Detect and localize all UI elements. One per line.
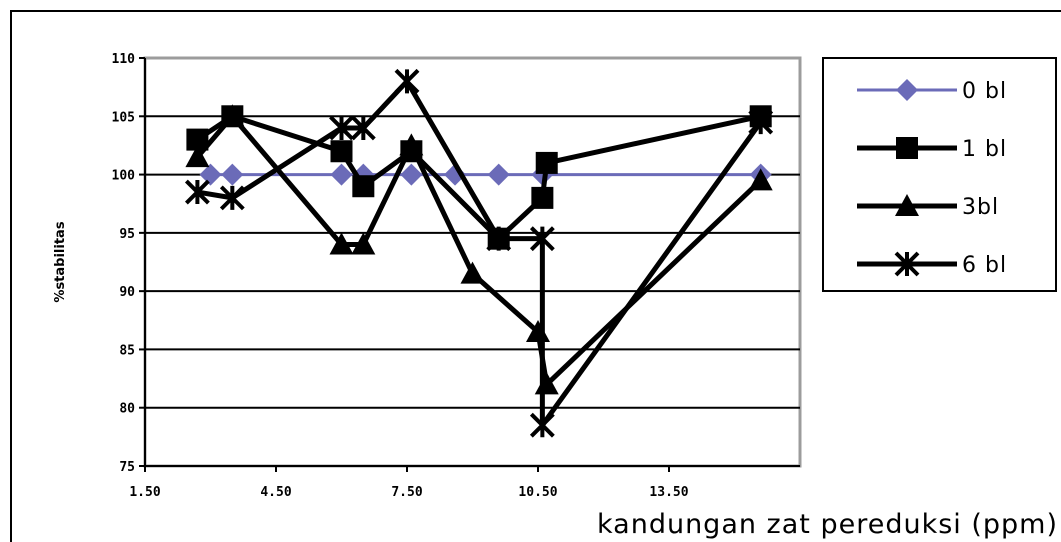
data-point xyxy=(529,412,555,438)
data-point xyxy=(399,133,424,156)
data-point xyxy=(221,163,244,186)
data-point xyxy=(330,163,353,186)
data-point xyxy=(185,145,210,168)
data-point xyxy=(220,104,245,127)
data-point xyxy=(486,226,512,252)
legend: 0 bl 1 bl 3bl 6 bl xyxy=(822,57,1057,292)
x-tick-label: 1.50 xyxy=(129,485,160,500)
data-point xyxy=(894,251,920,277)
x-tick-label: 10.50 xyxy=(518,485,557,500)
legend-label: 0 bl xyxy=(962,79,1007,104)
legend-label: 1 bl xyxy=(962,137,1007,162)
series-3 xyxy=(184,68,774,438)
data-point xyxy=(529,226,555,252)
data-point xyxy=(460,261,485,284)
data-point xyxy=(330,140,353,163)
data-point xyxy=(350,115,376,141)
data-point xyxy=(487,163,510,186)
y-tick-label: 110 xyxy=(112,52,136,67)
y-tick-labels: 75 80 85 90 95 100 105 110 xyxy=(112,52,136,475)
data-point xyxy=(351,232,376,255)
data-point xyxy=(352,175,375,198)
data-point xyxy=(896,79,918,101)
legend-item: 3bl xyxy=(857,194,999,220)
y-tick-label: 95 xyxy=(119,227,135,242)
legend-item: 1 bl xyxy=(857,137,1007,162)
data-point xyxy=(219,185,245,211)
data-point xyxy=(896,137,918,159)
y-tick-label: 80 xyxy=(119,402,135,417)
legend-box xyxy=(822,57,1057,292)
data-point xyxy=(199,163,222,186)
data-point xyxy=(531,186,554,209)
data-point xyxy=(329,232,354,255)
series-layer xyxy=(184,68,774,438)
y-tick-label: 100 xyxy=(112,169,136,184)
x-tick-label: 7.50 xyxy=(391,485,422,500)
y-axis-label: %stabilitas xyxy=(53,221,68,302)
chart-frame xyxy=(10,10,1061,542)
data-point xyxy=(895,194,919,216)
y-tick-label: 90 xyxy=(119,285,135,300)
legend-item: 0 bl xyxy=(857,79,1007,104)
x-tick-label: 4.50 xyxy=(260,485,291,500)
data-point xyxy=(329,115,354,141)
x-tick-labels: 1.50 4.50 7.50 10.50 13.50 xyxy=(129,485,688,500)
y-tick-label: 75 xyxy=(119,460,135,475)
legend-item: 6 bl xyxy=(857,251,1007,278)
y-tick-label: 85 xyxy=(119,343,135,358)
data-point xyxy=(748,109,774,135)
data-point xyxy=(400,163,423,186)
legend-label: 3bl xyxy=(962,195,999,220)
x-tick-label: 13.50 xyxy=(649,485,688,500)
data-point xyxy=(535,151,558,174)
data-point xyxy=(186,128,209,151)
x-axis-label: kandungan zat pereduksi (ppm) xyxy=(597,509,1058,540)
data-point xyxy=(748,168,773,191)
data-point xyxy=(394,68,420,94)
legend-label: 6 bl xyxy=(962,253,1007,278)
y-tick-label: 105 xyxy=(112,110,135,125)
data-point xyxy=(184,179,210,205)
